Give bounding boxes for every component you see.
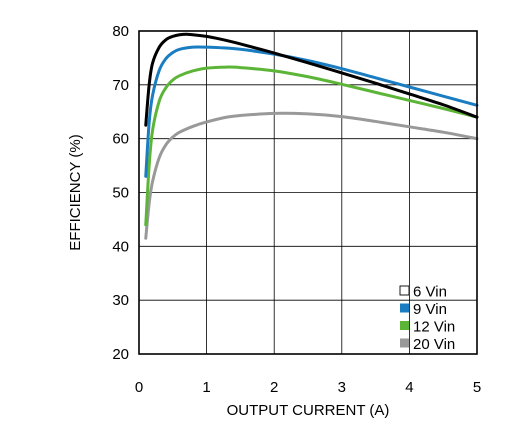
series-lines	[144, 32, 479, 240]
legend-label-9-vin: 9 Vin	[413, 301, 447, 318]
x-tick-label: 4	[405, 379, 413, 396]
y-tick-label: 60	[112, 131, 129, 148]
x-axis-label: OUTPUT CURRENT (A)	[227, 402, 390, 419]
plot-frame	[138, 30, 478, 355]
series-line-20-vin	[144, 111, 479, 240]
x-tick-label: 0	[135, 379, 143, 396]
x-tick-label: 2	[270, 379, 278, 396]
tick-labels: 0 1 2 3 4 5 20 30 40 50 60 70 80	[112, 23, 481, 396]
legend-swatch-6-vin	[399, 285, 410, 296]
series-line-12-vin	[144, 65, 479, 227]
legend-swatch-9-vin	[400, 303, 409, 313]
y-tick-label: 80	[112, 23, 129, 40]
series-line-6-vin	[144, 32, 479, 127]
x-tick-label: 5	[473, 379, 481, 396]
legend-swatch-12-vin	[400, 321, 409, 330]
y-tick-label: 40	[112, 238, 129, 255]
legend-label-12-vin: 12 Vin	[413, 319, 455, 336]
x-tick-label: 3	[338, 379, 346, 396]
y-tick-label: 30	[112, 292, 129, 309]
x-tick-label: 1	[202, 379, 210, 396]
y-tick-label: 50	[112, 185, 129, 202]
y-axis-label: EFFICIENCY (%)	[67, 134, 84, 250]
legend-label-6-vin: 6 Vin	[413, 284, 447, 301]
y-tick-label: 70	[112, 77, 129, 94]
legend-swatch-20-vin	[400, 338, 409, 348]
y-tick-label: 20	[112, 346, 129, 363]
series-line-9-vin	[144, 45, 479, 178]
legend-label-20-vin: 20 Vin	[413, 336, 455, 353]
